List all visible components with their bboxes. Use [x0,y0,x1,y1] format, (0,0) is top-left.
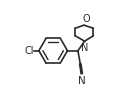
Text: Cl: Cl [24,46,34,56]
Text: N: N [78,76,86,86]
Text: N: N [81,43,89,53]
Text: O: O [82,14,90,24]
